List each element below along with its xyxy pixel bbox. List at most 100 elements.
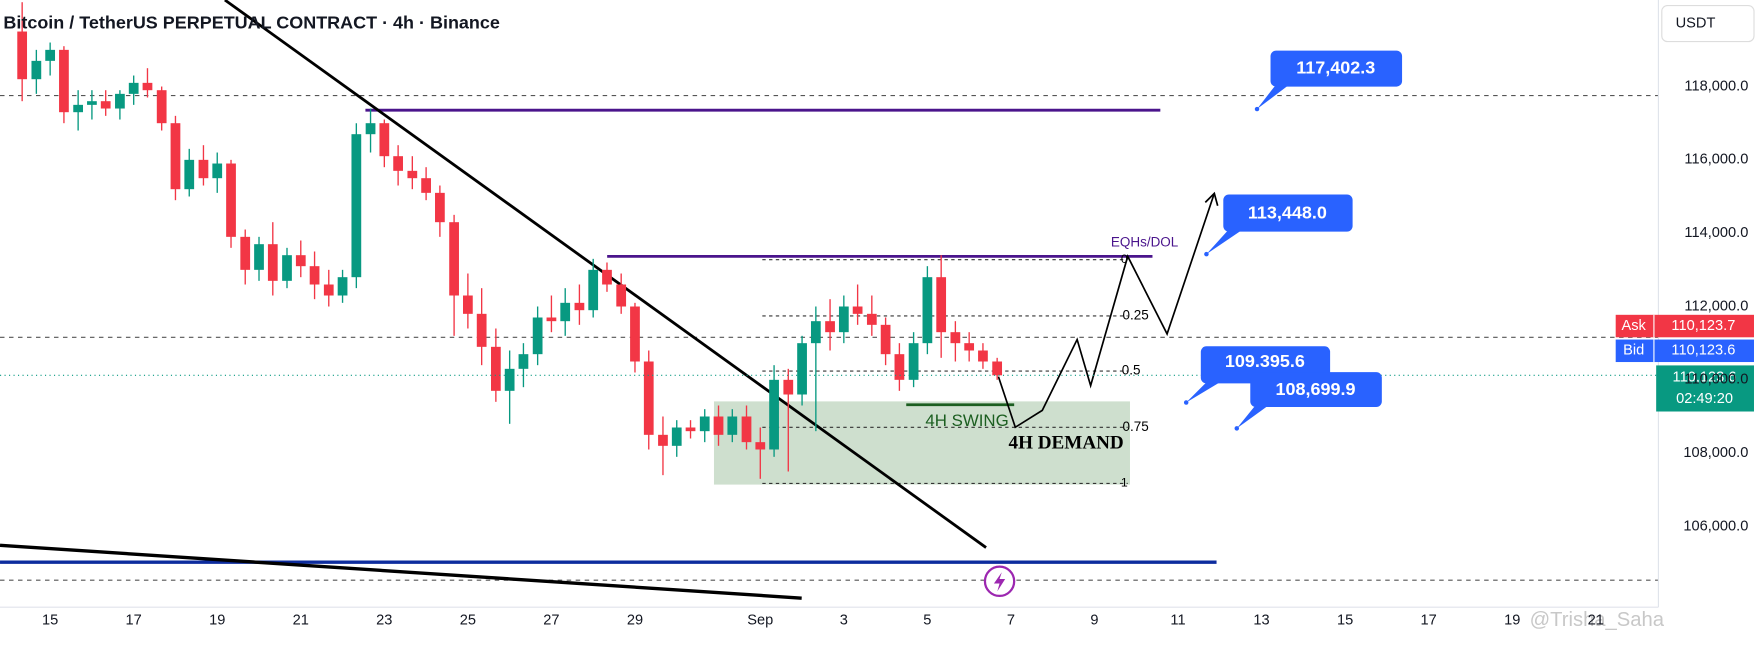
x-tick-label: 25 bbox=[460, 612, 476, 628]
candle-body bbox=[17, 31, 28, 80]
candle-body bbox=[73, 104, 84, 113]
y-tick-label: 114,000.0 bbox=[1684, 225, 1748, 241]
x-tick-label: 27 bbox=[543, 612, 559, 628]
candle-body bbox=[87, 101, 97, 105]
candle-body bbox=[643, 361, 654, 435]
bid-tag: Bid 110,123.6 bbox=[1615, 339, 1754, 363]
candle-body bbox=[755, 442, 766, 450]
x-tick-label: 9 bbox=[1090, 612, 1098, 628]
candle-body bbox=[295, 255, 306, 267]
x-tick-label: 21 bbox=[293, 612, 309, 628]
candle-body bbox=[463, 295, 473, 314]
x-tick-label: 7 bbox=[1007, 612, 1015, 628]
candle-body bbox=[671, 427, 682, 446]
candle-body bbox=[685, 427, 696, 432]
candle-body bbox=[490, 346, 501, 391]
currency-box[interactable] bbox=[1661, 5, 1755, 43]
candle-body bbox=[783, 379, 794, 395]
candle-body bbox=[476, 313, 487, 347]
candle-body bbox=[254, 244, 264, 270]
callout: 113,448.0 bbox=[1204, 194, 1353, 257]
candle-body bbox=[59, 49, 69, 113]
candle-body bbox=[894, 354, 905, 380]
callout-text: 108,699.9 bbox=[1276, 379, 1356, 399]
candle-body bbox=[852, 306, 863, 314]
fib-label: 0.75 bbox=[1122, 419, 1148, 434]
candle-body bbox=[560, 302, 571, 322]
x-tick-label: 11 bbox=[1170, 612, 1185, 628]
candle-body bbox=[184, 159, 195, 190]
candle-body bbox=[407, 170, 418, 179]
candle-body bbox=[31, 60, 42, 80]
candle-body bbox=[699, 416, 710, 432]
candles bbox=[0, 2, 1659, 479]
trend-line bbox=[0, 543, 802, 600]
candle-body bbox=[115, 93, 125, 109]
callout: 117,402.3 bbox=[1254, 50, 1403, 112]
callout-text: 109.395.6 bbox=[1225, 351, 1305, 371]
candle-body bbox=[351, 134, 362, 278]
x-tick-label: 5 bbox=[923, 612, 931, 628]
x-tick-label: 13 bbox=[1253, 612, 1269, 628]
candle-body bbox=[379, 123, 390, 157]
candle-body bbox=[574, 302, 585, 311]
candle-body bbox=[978, 350, 988, 362]
x-tick-label: 15 bbox=[42, 612, 58, 628]
candle-body bbox=[267, 244, 278, 281]
y-tick-label: 112,000.0 bbox=[1684, 298, 1748, 314]
candle-body bbox=[922, 277, 933, 344]
candle-body bbox=[602, 269, 612, 285]
candle-body bbox=[212, 163, 223, 179]
x-tick-label: 21 bbox=[1588, 612, 1604, 628]
candle-body bbox=[421, 178, 431, 193]
callout: 108,699.9 bbox=[1234, 372, 1382, 431]
candle-body bbox=[992, 361, 1003, 376]
demand-zone bbox=[713, 401, 1130, 485]
candle-body bbox=[810, 321, 821, 344]
last-price-tag: 110,123.6 02:49:20 bbox=[1656, 365, 1754, 412]
y-tick-label: 108,000.0 bbox=[1683, 445, 1748, 461]
projection-path bbox=[997, 193, 1216, 429]
candle-body bbox=[337, 277, 348, 296]
alert-icon[interactable] bbox=[983, 565, 1016, 598]
candle-body bbox=[100, 101, 111, 109]
candle-body bbox=[630, 306, 640, 362]
candle-body bbox=[393, 156, 403, 171]
candle-body bbox=[128, 82, 139, 94]
candle-body bbox=[838, 306, 849, 333]
candle-body bbox=[616, 284, 627, 307]
candle-body bbox=[908, 343, 919, 380]
ask-price: 110,123.7 bbox=[1671, 318, 1735, 334]
candle-body bbox=[936, 277, 947, 333]
demand-label: 4H DEMAND bbox=[1009, 433, 1124, 454]
candle-body bbox=[797, 343, 807, 395]
candle-body bbox=[518, 354, 529, 369]
candle-body bbox=[658, 434, 668, 446]
countdown: 02:49:20 bbox=[1676, 391, 1733, 407]
eqh-label: EQHs/DOL bbox=[1111, 234, 1179, 249]
candle-body bbox=[309, 266, 320, 285]
y-tick-label: 110,000.0 bbox=[1684, 372, 1748, 388]
candle-body bbox=[532, 317, 543, 355]
x-tick-label: 17 bbox=[126, 612, 142, 628]
candle-body bbox=[240, 236, 251, 270]
candle-body bbox=[769, 379, 779, 450]
swing-label: 4H SWING bbox=[925, 411, 1008, 430]
candle-body bbox=[964, 343, 975, 351]
callout-text: 113,448.0 bbox=[1248, 202, 1327, 222]
candle-body bbox=[588, 269, 599, 311]
candle-body bbox=[880, 324, 891, 355]
candle-body bbox=[504, 368, 515, 391]
x-tick-label: Sep bbox=[747, 612, 773, 628]
candle-body bbox=[727, 416, 738, 435]
fib-label: 0.25 bbox=[1122, 308, 1148, 323]
chart-title: Bitcoin / TetherUS PERPETUAL CONTRACT · … bbox=[3, 12, 500, 32]
projection-arrow bbox=[1204, 191, 1219, 206]
y-tick-label: 118,000.0 bbox=[1684, 78, 1748, 94]
candle-body bbox=[170, 123, 181, 190]
candle-body bbox=[449, 222, 459, 296]
callout-text: 117,402.3 bbox=[1296, 57, 1375, 77]
candle-body bbox=[546, 317, 557, 322]
